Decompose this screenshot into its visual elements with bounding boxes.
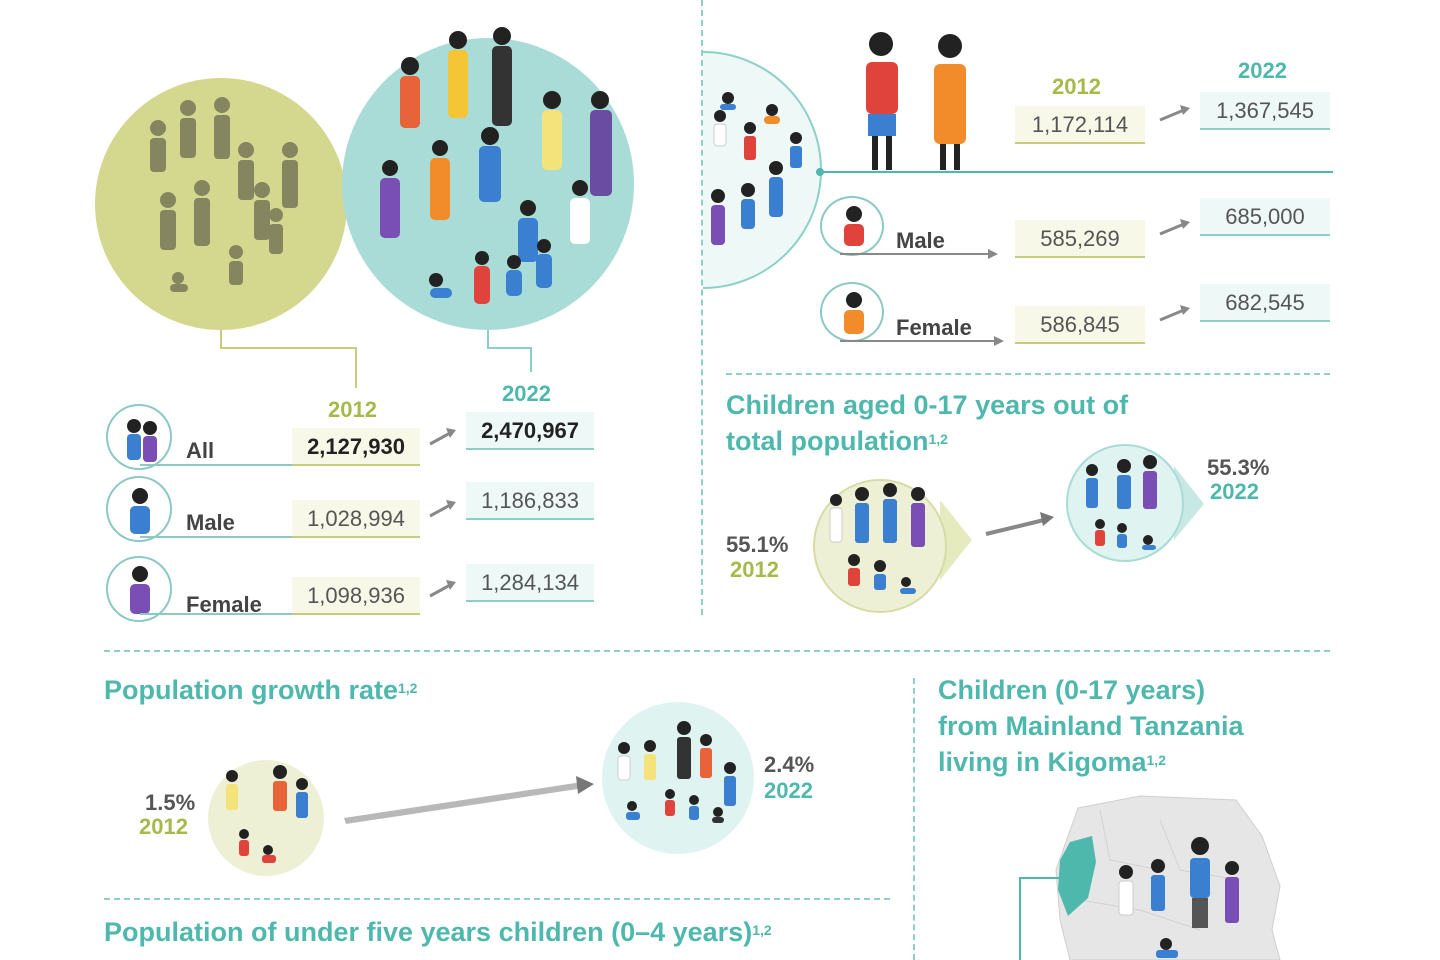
children-total-2022-value: 1,367,545: [1200, 92, 1330, 130]
growth-2022-year: 2022: [764, 778, 813, 803]
section-divider: [104, 898, 890, 900]
children-total-2012-value: 1,172,114: [1015, 106, 1145, 144]
vertical-divider: [701, 0, 703, 615]
all-people-icon: [106, 404, 172, 470]
children-male-label: Male: [896, 228, 945, 253]
kigoma-title-line1: Children (0-17 years): [938, 675, 1206, 705]
boy-icon: [820, 196, 884, 256]
children-male-2022-value: 685,000: [1200, 198, 1330, 236]
growth-2012-pct: 1.5%: [145, 790, 196, 815]
year-2022-label: 2022: [502, 381, 551, 406]
children-female-2022-value: 682,545: [1200, 284, 1330, 322]
year-2012-label: 2012: [328, 397, 377, 422]
female-person-icon: [106, 556, 172, 622]
share-2012-year: 2012: [730, 557, 779, 582]
section-divider: [726, 373, 1330, 375]
children-male-2012-value: 585,269: [1015, 220, 1145, 258]
growth-rate-title: Population growth rate1,2: [104, 675, 418, 705]
male-2022-value: 1,186,833: [466, 482, 594, 520]
row-all-label: All: [186, 438, 215, 463]
row-male-label: Male: [186, 510, 235, 535]
under-five-title: Population of under five years children …: [104, 917, 772, 947]
share-2022-pct: 55.3%: [1207, 455, 1270, 480]
share-2012-pct: 55.1%: [726, 532, 789, 557]
section-divider: [104, 650, 1330, 652]
male-person-icon: [106, 476, 172, 542]
share-2022-year: 2022: [1210, 479, 1259, 504]
male-2012-value: 1,028,994: [292, 500, 420, 538]
children-year-2012-label: 2012: [1052, 74, 1101, 99]
children-share-title-line1: Children aged 0-17 years out of: [726, 390, 1129, 420]
growth-2012-year: 2012: [139, 814, 188, 839]
all-2012-value: 2,127,930: [292, 428, 420, 466]
kigoma-title-line3: living in Kigoma1,2: [938, 747, 1166, 777]
row-female-label: Female: [186, 592, 262, 617]
female-2022-value: 1,284,134: [466, 564, 594, 602]
vertical-divider: [913, 678, 915, 960]
kigoma-title-line2: from Mainland Tanzania: [938, 711, 1244, 741]
children-year-2022-label: 2022: [1238, 58, 1287, 83]
all-2022-value: 2,470,967: [466, 412, 594, 450]
children-female-2012-value: 586,845: [1015, 306, 1145, 344]
growth-2022-pct: 2.4%: [764, 752, 815, 777]
children-share-title-line2: total population1,2: [726, 426, 948, 456]
children-female-label: Female: [896, 315, 972, 340]
female-2012-value: 1,098,936: [292, 577, 420, 615]
